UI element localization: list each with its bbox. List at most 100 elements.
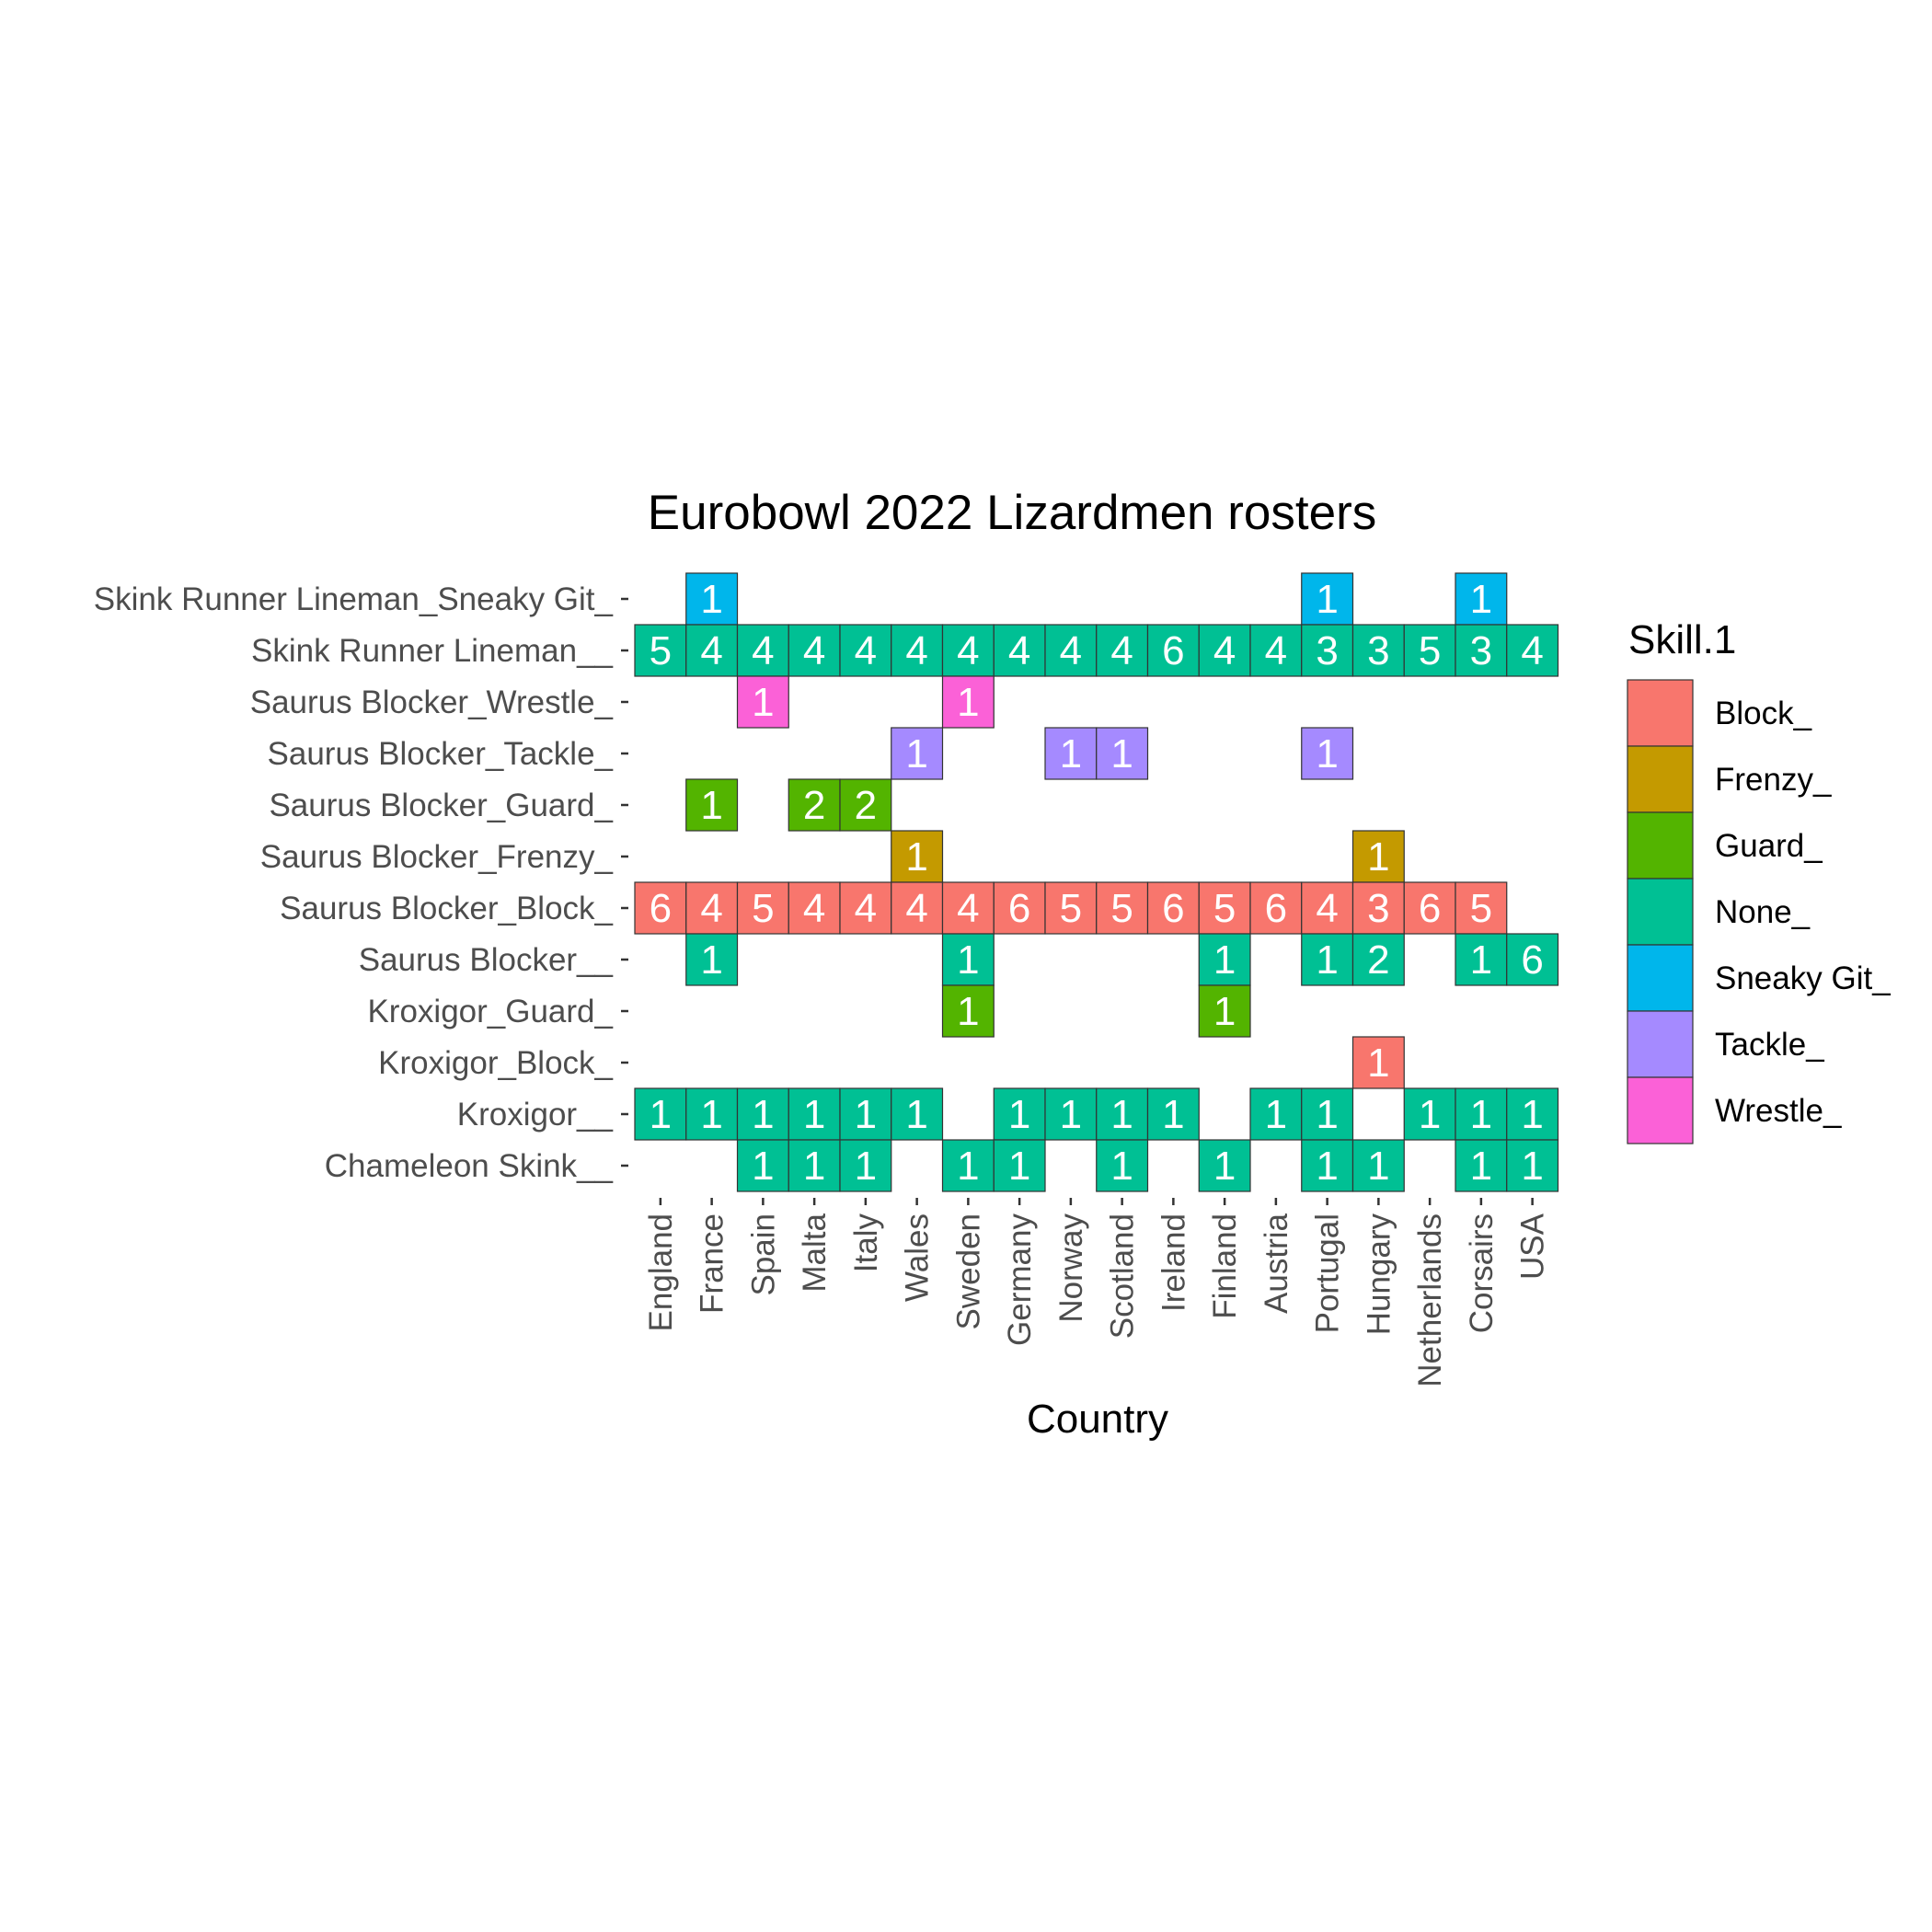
- x-tick-label: Finland: [1207, 1213, 1243, 1319]
- cell-value-label: 1: [957, 989, 979, 1034]
- cell-value-label: 1: [1470, 577, 1492, 622]
- y-axis: Skink Runner Lineman_Sneaky Git_ Skink Ru…: [94, 581, 628, 1184]
- cell-value-label: 1: [700, 937, 722, 983]
- heatmap-cell: [1403, 1087, 1456, 1141]
- cell-value-label: 6: [650, 886, 672, 931]
- cell-value-label: 2: [855, 783, 877, 828]
- cell-value-label: 4: [1008, 628, 1030, 673]
- cell-value-label: 1: [1521, 1144, 1543, 1189]
- x-tick-label: Norway: [1053, 1213, 1089, 1323]
- cell-value-label: 5: [1470, 886, 1492, 931]
- cell-value-label: 3: [1316, 628, 1338, 673]
- cell-value-label: 1: [650, 1092, 672, 1137]
- heatmap-cell: [1455, 1087, 1508, 1141]
- legend-label: Frenzy_: [1715, 762, 1832, 798]
- cell-value-label: 4: [1521, 628, 1543, 673]
- legend-label: Sneaky Git_: [1715, 960, 1891, 996]
- heatmap-cell: [1351, 881, 1405, 935]
- cell-value-label: 1: [1316, 577, 1338, 622]
- heatmap-cell: [1249, 1087, 1303, 1141]
- heatmap-cell: [1249, 624, 1303, 677]
- heatmap-cell: [736, 624, 789, 677]
- heatmap-cell: [891, 1087, 944, 1141]
- cell-value-label: 1: [957, 680, 979, 725]
- heatmap-cell: [685, 933, 739, 986]
- legend-key: [1627, 944, 1694, 1012]
- cell-value-label: 1: [1367, 1144, 1389, 1189]
- heatmap-cell: [839, 1087, 892, 1141]
- cell-value-label: 1: [855, 1092, 877, 1137]
- cell-value-label: 2: [803, 783, 825, 828]
- cell-value-label: 5: [1060, 886, 1082, 931]
- cell-value-label: 1: [803, 1092, 825, 1137]
- y-tick-label: Saurus Blocker_Frenzy_: [260, 839, 614, 875]
- x-axis-label: Country: [1027, 1397, 1168, 1442]
- cell-value-label: 1: [1470, 1144, 1492, 1189]
- heatmap-cell: [788, 778, 841, 832]
- heatmap-cell: [1146, 624, 1200, 677]
- cell-value-label: 1: [1213, 989, 1236, 1034]
- x-tick-label: Malta: [797, 1213, 833, 1292]
- cell-value-label: 1: [1367, 1041, 1389, 1086]
- heatmap-cell: [1096, 1139, 1149, 1192]
- cell-value-label: 5: [650, 628, 672, 673]
- x-axis: England France Spain Malta Italy Wales Sweden G…: [643, 1198, 1551, 1387]
- heatmap-cell: [1096, 881, 1149, 935]
- cell-value-label: 4: [700, 628, 722, 673]
- legend-label: Tackle_: [1715, 1027, 1824, 1063]
- cell-value-label: 1: [1470, 1092, 1492, 1137]
- heatmap-cell: [1146, 881, 1200, 935]
- x-tick-label: Austria: [1259, 1213, 1294, 1313]
- legend-key: [1627, 745, 1694, 813]
- heatmap-cell: [941, 933, 995, 986]
- legend-label: Guard_: [1715, 828, 1823, 864]
- heatmap-cell: [839, 778, 892, 832]
- legend-key: [1627, 811, 1694, 880]
- heatmap-cell: [685, 572, 739, 626]
- heatmap-cell: [1249, 881, 1303, 935]
- legend-key: [1627, 878, 1694, 946]
- cell-value-label: 4: [1060, 628, 1082, 673]
- cell-value-label: 4: [957, 886, 979, 931]
- heatmap-cell: [788, 1139, 841, 1192]
- heatmap-cell: [1455, 624, 1508, 677]
- cell-value-label: 4: [1316, 886, 1338, 931]
- cell-value-label: 1: [1316, 1144, 1338, 1189]
- heatmap-cell: [839, 881, 892, 935]
- cell-value-label: 1: [752, 1144, 774, 1189]
- heatmap-cell: [891, 830, 944, 883]
- x-tick-label: USA: [1515, 1213, 1551, 1280]
- cell-value-label: 4: [855, 628, 877, 673]
- x-tick-label: Wales: [900, 1213, 936, 1302]
- cell-value-label: 1: [1316, 937, 1338, 983]
- legend-key: [1627, 1010, 1694, 1078]
- heatmap-cell: [1301, 1139, 1354, 1192]
- heatmap-cell: [1301, 624, 1354, 677]
- legend-title: Skill.1: [1628, 617, 1736, 662]
- heatmap-cell: [993, 881, 1046, 935]
- heatmap-cell: [1096, 727, 1149, 780]
- cell-value-label: 1: [855, 1144, 877, 1189]
- cell-value-label: 4: [1110, 628, 1133, 673]
- cell-value-label: 4: [957, 628, 979, 673]
- cell-value-label: 6: [1521, 937, 1543, 983]
- x-tick-label: Spain: [745, 1213, 781, 1296]
- heatmap-cell: [1301, 933, 1354, 986]
- cell-value-label: 3: [1367, 886, 1389, 931]
- heatmap-cell: [1044, 727, 1098, 780]
- heatmap-cell: [1146, 1087, 1200, 1141]
- heatmap-cell: [941, 1139, 995, 1192]
- heatmap-cell: [736, 675, 789, 729]
- heatmap-cell: [1455, 881, 1508, 935]
- cell-value-label: 6: [1008, 886, 1030, 931]
- x-tick-label: France: [695, 1213, 730, 1314]
- cell-value-label: 4: [905, 886, 927, 931]
- heatmap-cell: [1096, 1087, 1149, 1141]
- heatmap-cell: [891, 727, 944, 780]
- x-tick-label: Italy: [848, 1213, 884, 1273]
- cell-value-label: 1: [803, 1144, 825, 1189]
- x-tick-label: Germany: [1002, 1213, 1038, 1346]
- heatmap-cell: [736, 1139, 789, 1192]
- heatmap-cell: [788, 881, 841, 935]
